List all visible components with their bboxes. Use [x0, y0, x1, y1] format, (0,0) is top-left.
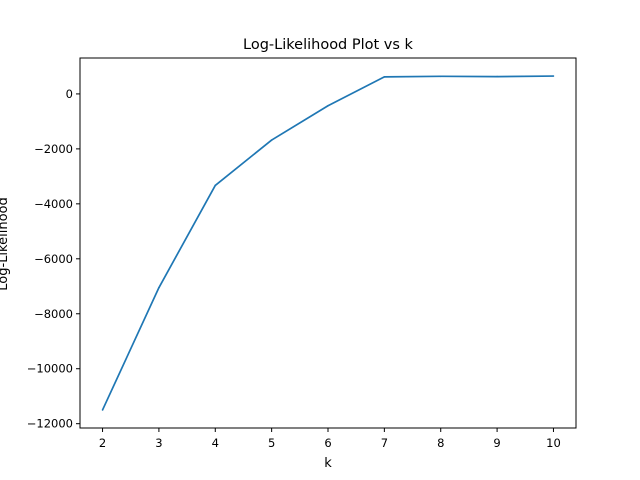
data-point — [439, 75, 442, 78]
data-point — [101, 409, 104, 411]
y-tick-label: −4000 — [34, 197, 73, 211]
x-tick-label: 3 — [155, 436, 162, 450]
axis-ticks: 2 3 4 5 6 7 8 9 10 −12000 −10000 −8000 −6000 −4000 −20… — [27, 87, 561, 450]
y-tick-label: −10000 — [27, 362, 73, 376]
data-point — [552, 75, 555, 77]
data-point — [214, 184, 217, 187]
data-point — [327, 104, 329, 107]
x-tick-label: 7 — [381, 436, 388, 450]
x-tick-label: 8 — [437, 436, 444, 450]
y-tick-label: −12000 — [27, 417, 73, 431]
data-point — [270, 139, 273, 141]
series-layer — [101, 75, 555, 411]
x-tick-label: 5 — [268, 436, 275, 450]
y-tick-label: −8000 — [34, 307, 73, 321]
x-tick-label: 2 — [99, 436, 106, 450]
data-point — [158, 286, 160, 289]
x-axis-label: k — [324, 456, 332, 471]
chart-title: Log-Likelihood Plot vs k — [243, 37, 414, 53]
x-tick-label: 6 — [324, 436, 331, 450]
y-tick-label: −6000 — [34, 252, 73, 266]
y-axis-label: Log-Likelihood — [0, 197, 11, 290]
plot-frame — [79, 57, 577, 429]
y-tick-label: 0 — [66, 87, 73, 101]
x-tick-label: 4 — [212, 436, 219, 450]
y-tick-label: −2000 — [34, 142, 73, 156]
x-tick-label: 9 — [493, 436, 500, 450]
x-tick-label: 10 — [546, 436, 561, 450]
data-point — [496, 75, 498, 78]
data-point — [383, 76, 386, 78]
